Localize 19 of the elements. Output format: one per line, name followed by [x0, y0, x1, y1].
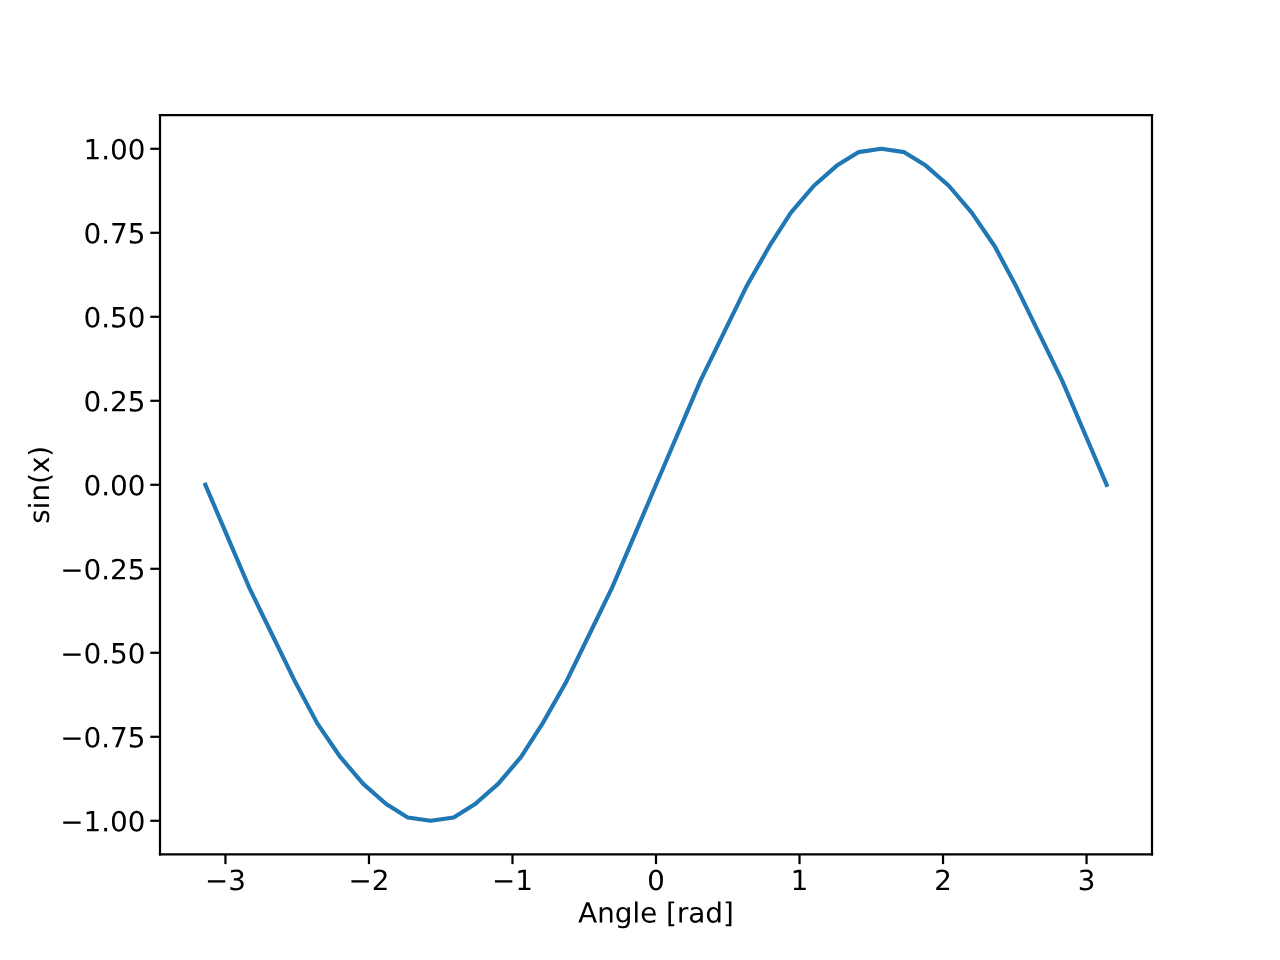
y-tick-label: −0.50	[63, 642, 144, 664]
x-tick-label: 0	[648, 869, 663, 891]
y-tick-label: 0.00	[85, 474, 144, 496]
y-tick-label: −0.25	[63, 558, 143, 580]
x-tick-label: −3	[207, 869, 244, 891]
y-tick-label: 0.25	[85, 390, 143, 412]
x-tick-label: 3	[1079, 869, 1094, 891]
y-tick-label: −0.75	[63, 726, 143, 748]
x-tick-label: 2	[936, 869, 950, 891]
x-axis-title: Angle [rad]	[578, 901, 732, 929]
y-tick-label: −1.00	[63, 810, 144, 832]
y-tick-label: 0.75	[85, 222, 143, 244]
y-axis-title: sin(x)	[27, 448, 53, 523]
x-tick-label: −2	[351, 869, 387, 891]
x-tick-label: 1	[793, 869, 806, 891]
y-tick-label: 1.00	[86, 138, 144, 160]
y-tick-label: 0.50	[85, 306, 144, 328]
line-series	[203, 146, 1109, 823]
x-tick-label: −1	[494, 869, 531, 891]
